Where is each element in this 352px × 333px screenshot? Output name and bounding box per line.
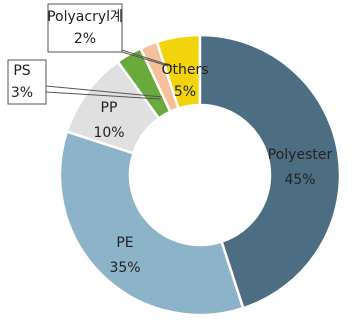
slice-label: PS xyxy=(13,63,30,79)
slice xyxy=(58,130,245,317)
slice-label: Polyester xyxy=(268,147,333,163)
slice xyxy=(65,59,161,155)
leader-line xyxy=(45,85,163,98)
ps-label-box xyxy=(7,59,47,105)
value-label: 35% xyxy=(109,260,140,276)
value-label: 45% xyxy=(284,172,315,188)
leader-line xyxy=(121,49,173,67)
slice-label: PP xyxy=(101,100,118,116)
polyacryl-label-box xyxy=(47,3,123,53)
value-label: 5% xyxy=(174,84,196,100)
slice-label: Others xyxy=(161,62,208,78)
value-label: 2% xyxy=(74,31,96,47)
slice-label: PE xyxy=(116,235,133,251)
slice xyxy=(198,33,342,310)
leader-line xyxy=(45,91,161,100)
leader-line xyxy=(121,51,169,67)
value-label: 3% xyxy=(11,85,33,101)
slice-label: Polyacryl계 xyxy=(47,9,123,25)
value-label: 10% xyxy=(93,125,124,141)
